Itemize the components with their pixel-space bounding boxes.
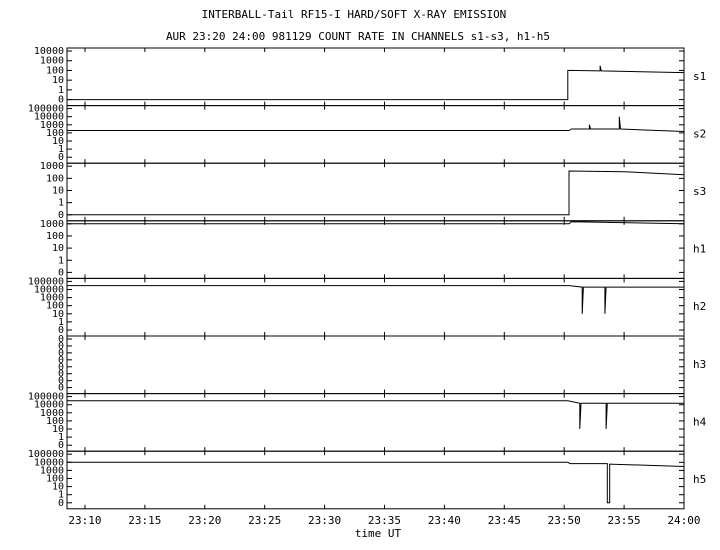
- y-tick-label: 1000: [40, 293, 64, 304]
- y-tick-label: 10: [52, 136, 64, 147]
- x-tick-label: 23:40: [428, 514, 461, 527]
- y-tick-label: 0: [58, 355, 64, 366]
- x-tick-label: 23:10: [68, 514, 101, 527]
- y-tick-label: 0: [58, 348, 64, 359]
- y-tick-label: 10000: [34, 285, 64, 296]
- y-tick-label: 0: [58, 369, 64, 380]
- panel-frame: [66, 335, 685, 395]
- y-tick-label: 10000: [34, 457, 64, 468]
- y-tick-label: 100000: [28, 392, 64, 403]
- x-tick-label: 23:15: [128, 514, 161, 527]
- y-tick-label: 1000: [40, 219, 64, 230]
- panel-frame: [66, 47, 685, 107]
- y-tick-label: 1: [58, 85, 64, 96]
- y-tick-label: 100: [46, 301, 64, 312]
- x-axis-label: time UT: [355, 527, 402, 540]
- y-tick-label: 10: [52, 309, 64, 320]
- data-line: [67, 400, 684, 430]
- y-tick-label: 10: [52, 424, 64, 435]
- x-tick-label: 23:30: [308, 514, 341, 527]
- y-tick-label: 10: [52, 243, 64, 254]
- y-tick-label: 1: [58, 198, 64, 209]
- panel-label: s1: [693, 70, 706, 83]
- y-tick-label: 0: [58, 440, 64, 451]
- y-tick-label: 1: [58, 317, 64, 328]
- y-tick-label: 100: [46, 173, 64, 184]
- y-tick-label: 10000: [34, 400, 64, 411]
- panel-frame: [66, 450, 685, 510]
- panel-frame: [66, 393, 685, 452]
- y-tick-label: 0: [58, 362, 64, 373]
- y-tick-label: 0: [58, 152, 64, 163]
- y-tick-label: 100: [46, 416, 64, 427]
- x-tick-label: 23:55: [608, 514, 641, 527]
- y-tick-label: 100000: [28, 449, 64, 460]
- data-line: [67, 116, 685, 132]
- x-tick-label: 23:20: [188, 514, 221, 527]
- chart-title: INTERBALL-Tail RF15-I HARD/SOFT X-RAY EM…: [202, 8, 507, 21]
- panel-label: s2: [693, 127, 706, 140]
- panel-label: h3: [693, 358, 706, 371]
- y-tick-label: 1: [58, 490, 64, 501]
- y-tick-label: 0: [58, 325, 64, 336]
- y-tick-label: 10: [52, 186, 64, 197]
- data-line: [67, 221, 685, 225]
- panel-label: h1: [693, 243, 706, 256]
- y-tick-label: 1: [58, 255, 64, 266]
- data-line: [67, 285, 684, 314]
- panel-frame: [66, 162, 685, 222]
- y-tick-label: 0: [58, 95, 64, 106]
- y-tick-label: 100000: [28, 276, 64, 287]
- y-tick-label: 100: [46, 65, 64, 76]
- data-line: [67, 170, 685, 216]
- y-tick-label: 0: [58, 341, 64, 352]
- x-tick-label: 23:50: [548, 514, 581, 527]
- y-tick-label: 10: [52, 482, 64, 493]
- panel-label: s3: [693, 185, 706, 198]
- y-tick-label: 1000: [40, 408, 64, 419]
- y-tick-label: 100: [46, 231, 64, 242]
- y-tick-label: 0: [58, 334, 64, 345]
- y-tick-label: 1000: [40, 120, 64, 131]
- panel-label: h5: [693, 473, 706, 486]
- panel-label: h4: [693, 415, 707, 428]
- y-tick-label: 0: [58, 498, 64, 509]
- y-tick-label: 100000: [28, 104, 64, 115]
- y-tick-label: 1000: [40, 56, 64, 67]
- y-tick-label: 1: [58, 144, 64, 155]
- panel-label: h2: [693, 300, 706, 313]
- y-tick-label: 100: [46, 474, 64, 485]
- data-line: [67, 65, 685, 101]
- chart-subtitle: AUR 23:20 24:00 981129 COUNT RATE IN CHA…: [166, 30, 550, 43]
- y-tick-label: 0: [58, 267, 64, 278]
- y-tick-label: 100: [46, 128, 64, 139]
- y-tick-label: 0: [58, 383, 64, 394]
- x-tick-label: 24:00: [667, 514, 700, 527]
- x-tick-label: 23:35: [368, 514, 401, 527]
- panel-frame: [66, 105, 685, 164]
- y-tick-label: 0: [58, 376, 64, 387]
- y-tick-label: 10000: [34, 46, 64, 57]
- x-tick-label: 23:45: [488, 514, 521, 527]
- data-line: [67, 461, 685, 504]
- y-tick-label: 1000: [40, 161, 64, 172]
- panel-frame: [66, 220, 685, 279]
- y-tick-label: 10: [52, 75, 64, 86]
- y-tick-label: 1000: [40, 465, 64, 476]
- x-tick-label: 23:25: [248, 514, 281, 527]
- y-tick-label: 0: [58, 210, 64, 221]
- y-tick-label: 10000: [34, 112, 64, 123]
- y-tick-label: 1: [58, 432, 64, 443]
